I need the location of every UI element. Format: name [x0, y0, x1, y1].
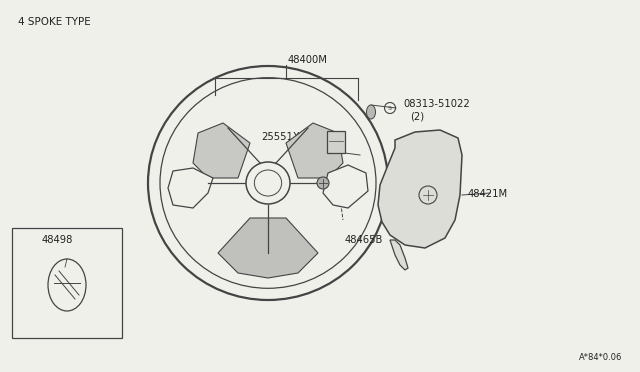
Ellipse shape — [246, 162, 290, 204]
Text: 48421M: 48421M — [468, 189, 508, 199]
Bar — [327, 131, 345, 153]
Polygon shape — [323, 165, 368, 208]
Text: 48465B: 48465B — [345, 235, 383, 245]
Polygon shape — [378, 130, 462, 248]
Text: 48400M: 48400M — [288, 55, 328, 65]
Text: 48498: 48498 — [42, 235, 74, 245]
Text: 08313-51022: 08313-51022 — [403, 99, 470, 109]
Text: S: S — [388, 106, 392, 110]
Polygon shape — [390, 240, 408, 270]
Text: (2): (2) — [410, 111, 424, 121]
Polygon shape — [286, 123, 343, 178]
Ellipse shape — [317, 177, 329, 189]
Ellipse shape — [367, 105, 376, 119]
Text: 4 SPOKE TYPE: 4 SPOKE TYPE — [18, 17, 91, 27]
Text: 25551X: 25551X — [261, 132, 300, 142]
Polygon shape — [193, 123, 250, 178]
Polygon shape — [168, 168, 213, 208]
Polygon shape — [218, 218, 318, 278]
Text: A*84*0.06: A*84*0.06 — [579, 353, 622, 362]
Bar — [12, 228, 122, 338]
